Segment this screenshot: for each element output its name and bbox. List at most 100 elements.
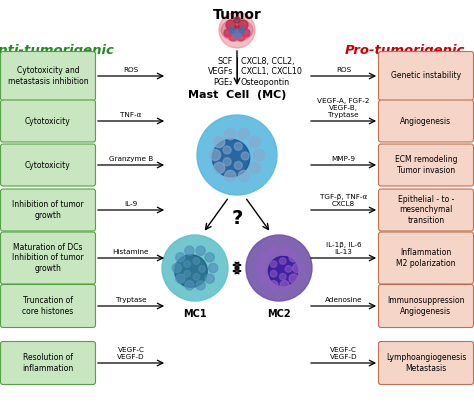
Text: Inhibition of tumor
growth: Inhibition of tumor growth xyxy=(12,200,84,220)
FancyBboxPatch shape xyxy=(0,189,95,231)
Circle shape xyxy=(234,17,240,23)
Circle shape xyxy=(269,246,278,255)
Circle shape xyxy=(176,253,185,262)
Circle shape xyxy=(193,273,200,280)
Circle shape xyxy=(280,258,286,264)
Text: Adenosine: Adenosine xyxy=(325,297,362,303)
Circle shape xyxy=(269,281,278,290)
Circle shape xyxy=(223,146,231,154)
Text: Genetic instability: Genetic instability xyxy=(391,71,461,80)
Circle shape xyxy=(270,261,277,267)
FancyBboxPatch shape xyxy=(379,232,474,284)
Circle shape xyxy=(260,253,269,262)
Text: Tumor: Tumor xyxy=(212,8,262,22)
Circle shape xyxy=(223,158,231,166)
Text: Resolution of
inflammation: Resolution of inflammation xyxy=(22,353,73,373)
Circle shape xyxy=(196,281,205,290)
Text: ECM remodeling
Tumor invasion: ECM remodeling Tumor invasion xyxy=(395,155,457,175)
Circle shape xyxy=(210,149,220,161)
FancyBboxPatch shape xyxy=(379,100,474,142)
Text: MMP-9: MMP-9 xyxy=(331,156,356,162)
Text: Cytotoxicity and
metastasis inhibition: Cytotoxicity and metastasis inhibition xyxy=(8,67,88,86)
Circle shape xyxy=(219,12,255,48)
Circle shape xyxy=(184,261,191,267)
Circle shape xyxy=(199,266,205,272)
Text: CXCL8, CCL2,
CXCL1, CXCL10
Osteopontin: CXCL8, CCL2, CXCL1, CXCL10 Osteopontin xyxy=(241,57,302,87)
Text: TNF-α: TNF-α xyxy=(120,112,142,118)
Circle shape xyxy=(175,255,207,287)
Circle shape xyxy=(226,20,236,30)
Circle shape xyxy=(249,162,260,173)
Text: MC2: MC2 xyxy=(267,309,291,319)
Circle shape xyxy=(238,170,249,182)
FancyBboxPatch shape xyxy=(0,51,95,100)
Text: Cytotoxicity: Cytotoxicity xyxy=(25,160,71,169)
Circle shape xyxy=(234,162,242,169)
Text: Angiogenesis: Angiogenesis xyxy=(401,117,452,126)
Text: Histamine: Histamine xyxy=(113,249,149,255)
Circle shape xyxy=(185,246,194,255)
FancyBboxPatch shape xyxy=(0,232,95,284)
Circle shape xyxy=(280,273,286,280)
Ellipse shape xyxy=(221,19,253,41)
Circle shape xyxy=(176,274,185,283)
Text: VEGF-C
VEGF-D: VEGF-C VEGF-D xyxy=(117,347,145,360)
FancyBboxPatch shape xyxy=(379,51,474,100)
Text: MC1: MC1 xyxy=(183,309,207,319)
Text: Pro-tumorigenic: Pro-tumorigenic xyxy=(345,44,465,57)
Circle shape xyxy=(184,271,191,277)
Text: VEGF-A, FGF-2
VEGF-B,
Tryptase: VEGF-A, FGF-2 VEGF-B, Tryptase xyxy=(317,98,370,118)
Circle shape xyxy=(238,129,249,140)
Circle shape xyxy=(233,30,241,38)
Circle shape xyxy=(162,235,228,301)
Circle shape xyxy=(193,258,200,264)
Circle shape xyxy=(280,246,289,255)
Circle shape xyxy=(249,136,260,148)
Text: SCF
VEGFs
PGE₂: SCF VEGFs PGE₂ xyxy=(208,57,233,87)
Circle shape xyxy=(289,274,298,283)
Circle shape xyxy=(238,20,248,30)
Circle shape xyxy=(205,274,214,283)
Circle shape xyxy=(242,29,250,37)
Circle shape xyxy=(229,33,237,41)
Circle shape xyxy=(233,26,241,34)
Circle shape xyxy=(205,253,214,262)
Text: Immunosuppression
Angiogenesis: Immunosuppression Angiogenesis xyxy=(387,296,465,316)
Text: IL-9: IL-9 xyxy=(124,201,137,207)
Circle shape xyxy=(254,149,264,161)
Text: ?: ? xyxy=(231,208,243,228)
Text: VEGF-C
VEGF-D: VEGF-C VEGF-D xyxy=(330,347,357,360)
Circle shape xyxy=(196,246,205,255)
Circle shape xyxy=(214,162,225,173)
FancyBboxPatch shape xyxy=(0,341,95,384)
Text: Cytotoxicity: Cytotoxicity xyxy=(25,117,71,126)
Circle shape xyxy=(280,281,289,290)
FancyBboxPatch shape xyxy=(0,100,95,142)
Circle shape xyxy=(270,271,277,277)
Circle shape xyxy=(234,142,242,151)
Circle shape xyxy=(237,33,245,41)
Circle shape xyxy=(256,264,265,273)
Text: Truncation of
core histones: Truncation of core histones xyxy=(22,296,73,316)
Circle shape xyxy=(185,281,194,290)
FancyBboxPatch shape xyxy=(379,341,474,384)
Text: ROS: ROS xyxy=(123,67,138,73)
Circle shape xyxy=(285,266,292,272)
Text: IL-1β, IL-6
IL-13: IL-1β, IL-6 IL-13 xyxy=(326,242,361,255)
FancyBboxPatch shape xyxy=(0,284,95,328)
Circle shape xyxy=(214,136,225,148)
FancyBboxPatch shape xyxy=(379,284,474,328)
Circle shape xyxy=(260,274,269,283)
Circle shape xyxy=(172,264,182,273)
Circle shape xyxy=(289,253,298,262)
Circle shape xyxy=(224,29,232,37)
FancyBboxPatch shape xyxy=(379,144,474,186)
Circle shape xyxy=(239,27,245,33)
Circle shape xyxy=(212,139,250,177)
Text: Anti-tumorigenic: Anti-tumorigenic xyxy=(0,44,115,57)
Text: ROS: ROS xyxy=(336,67,351,73)
FancyBboxPatch shape xyxy=(379,189,474,231)
Text: Lymphoangiogenesis
Metastasis: Lymphoangiogenesis Metastasis xyxy=(386,353,466,373)
Circle shape xyxy=(241,152,249,160)
FancyBboxPatch shape xyxy=(0,144,95,186)
